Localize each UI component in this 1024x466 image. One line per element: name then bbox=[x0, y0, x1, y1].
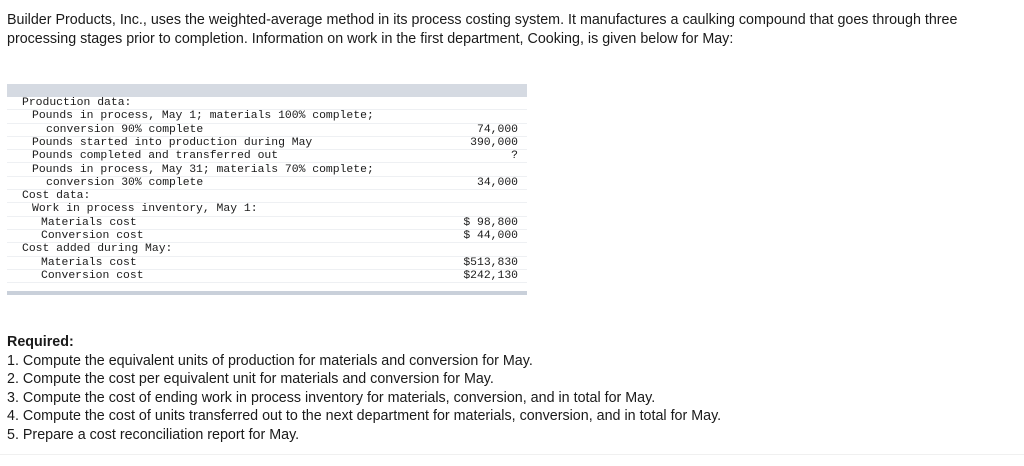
required-item: 2. Compute the cost per equivalent unit … bbox=[7, 371, 494, 387]
row-label: Production data: bbox=[22, 97, 132, 109]
row-value: $ 44,000 bbox=[463, 230, 518, 242]
table-row: conversion 30% complete 34,000 bbox=[7, 176, 527, 191]
table-row: Production data: bbox=[7, 97, 527, 111]
row-label: Cost data: bbox=[22, 190, 91, 203]
table-row: Conversion cost $242,130 bbox=[7, 269, 527, 284]
row-value: $513,830 bbox=[463, 256, 518, 269]
row-label: Pounds in process, May 31; materials 70%… bbox=[32, 163, 374, 176]
row-label: conversion 90% complete bbox=[46, 123, 204, 136]
table-row: conversion 90% complete 74,000 bbox=[7, 124, 527, 137]
table-row: Cost added during May: bbox=[7, 243, 527, 257]
table-row: Materials cost $513,830 bbox=[7, 257, 527, 270]
row-value: 390,000 bbox=[470, 136, 518, 149]
row-label: Pounds started into production during Ma… bbox=[32, 136, 313, 149]
table-row: Cost data: bbox=[7, 190, 527, 204]
page-bottom-divider bbox=[0, 454, 1024, 466]
row-label: Pounds in process, May 1; materials 100%… bbox=[32, 110, 374, 123]
row-label: Conversion cost bbox=[41, 269, 144, 282]
row-label: Pounds completed and transferred out bbox=[32, 150, 279, 163]
required-item: 5. Prepare a cost reconciliation report … bbox=[7, 426, 300, 443]
row-label: Materials cost bbox=[41, 256, 137, 269]
row-label: conversion 30% complete bbox=[46, 176, 204, 189]
row-label: Materials cost bbox=[41, 216, 137, 229]
required-item: 1. Compute the equivalent units of produ… bbox=[7, 352, 533, 369]
table-row: Pounds in process, May 1; materials 100%… bbox=[7, 110, 527, 124]
required-list: 1. Compute the equivalent units of produ… bbox=[7, 352, 967, 445]
row-value: 74,000 bbox=[476, 123, 518, 136]
table-row: Pounds started into production during Ma… bbox=[7, 136, 527, 151]
table-row: Pounds in process, May 31; materials 70%… bbox=[7, 164, 527, 177]
problem-intro: Builder Products, Inc., uses the weighte… bbox=[7, 12, 958, 47]
row-value: 34,000 bbox=[476, 176, 518, 189]
table-row: Work in process inventory, May 1: bbox=[7, 203, 527, 217]
required-item: 3. Compute the cost of ending work in pr… bbox=[7, 389, 656, 406]
row-label: Work in process inventory, May 1: bbox=[32, 203, 258, 216]
row-label: Cost added during May: bbox=[22, 243, 173, 256]
required-section: Required: 1. Compute the equivalent unit… bbox=[7, 333, 967, 444]
required-item: 4. Compute the cost of units transferred… bbox=[7, 408, 722, 424]
row-value: $ 98,800 bbox=[463, 216, 518, 229]
table-row: Pounds completed and transferred out ? bbox=[7, 150, 527, 164]
table-footer-bar bbox=[7, 291, 527, 295]
required-heading: Required: bbox=[7, 334, 74, 350]
data-table: Production data: Pounds in process, May … bbox=[7, 84, 527, 296]
row-value: ? bbox=[511, 150, 518, 163]
row-label: Conversion cost bbox=[41, 230, 144, 242]
row-value: $242,130 bbox=[463, 269, 518, 282]
table-header-bar bbox=[7, 84, 527, 97]
table-row: Materials cost $ 98,800 bbox=[7, 217, 527, 230]
table-row: Conversion cost $ 44,000 bbox=[7, 230, 527, 244]
